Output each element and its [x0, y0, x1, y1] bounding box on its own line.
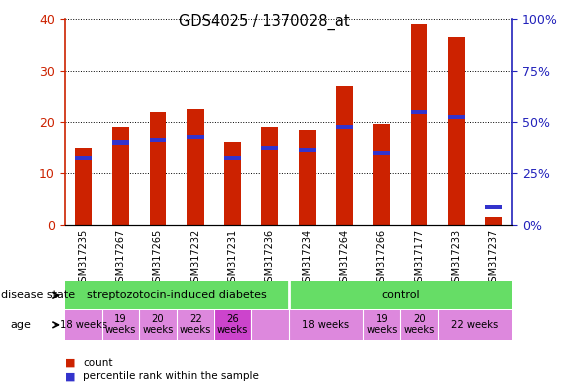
Text: ■: ■: [65, 358, 75, 368]
Text: 20
weeks: 20 weeks: [404, 314, 435, 335]
Bar: [150, 112, 167, 225]
Text: 18 weeks: 18 weeks: [60, 320, 107, 330]
Text: 18 weeks: 18 weeks: [302, 320, 350, 330]
Text: count: count: [83, 358, 113, 368]
Bar: [289, 310, 363, 340]
Text: GSM317231: GSM317231: [227, 229, 238, 288]
Text: 20
weeks: 20 weeks: [142, 314, 173, 335]
Bar: [438, 310, 512, 340]
Bar: [373, 124, 390, 225]
Bar: [410, 109, 427, 114]
Bar: [187, 109, 204, 225]
Text: 22
weeks: 22 weeks: [180, 314, 211, 335]
Text: GSM317234: GSM317234: [302, 229, 312, 288]
Bar: [140, 310, 177, 340]
Bar: [400, 310, 438, 340]
Text: 19
weeks: 19 weeks: [366, 314, 397, 335]
Text: GSM317232: GSM317232: [190, 229, 200, 288]
Text: GSM317233: GSM317233: [452, 229, 462, 288]
Bar: [224, 142, 241, 225]
Bar: [299, 148, 316, 152]
Bar: [65, 310, 102, 340]
Text: GSM317177: GSM317177: [414, 229, 424, 288]
Bar: [251, 310, 288, 340]
Text: 19
weeks: 19 weeks: [105, 314, 136, 335]
Bar: [363, 310, 400, 340]
Text: GDS4025 / 1370028_at: GDS4025 / 1370028_at: [179, 13, 350, 30]
Text: GSM317266: GSM317266: [377, 229, 387, 288]
Text: percentile rank within the sample: percentile rank within the sample: [83, 371, 259, 381]
Bar: [448, 115, 465, 119]
Text: disease state: disease state: [1, 290, 75, 300]
Bar: [112, 127, 129, 225]
Bar: [214, 310, 251, 340]
Bar: [261, 127, 278, 225]
Bar: [75, 156, 92, 160]
Bar: [336, 125, 353, 129]
Bar: [373, 151, 390, 155]
Text: GSM317235: GSM317235: [78, 229, 88, 288]
Bar: [75, 147, 92, 225]
Bar: [261, 146, 278, 150]
Text: control: control: [381, 290, 420, 300]
Bar: [177, 310, 214, 340]
Text: age: age: [10, 320, 31, 330]
Text: GSM317265: GSM317265: [153, 229, 163, 288]
Text: GSM317267: GSM317267: [115, 229, 126, 288]
Bar: [112, 141, 129, 144]
Bar: [224, 156, 241, 160]
Text: streptozotocin-induced diabetes: streptozotocin-induced diabetes: [87, 290, 266, 300]
Bar: [102, 310, 139, 340]
Bar: [485, 217, 502, 225]
Text: 26
weeks: 26 weeks: [217, 314, 248, 335]
Bar: [485, 205, 502, 209]
Bar: [336, 86, 353, 225]
Bar: [289, 281, 512, 309]
Bar: [150, 138, 167, 142]
Text: GSM317264: GSM317264: [339, 229, 350, 288]
Bar: [299, 130, 316, 225]
Text: 22 weeks: 22 weeks: [452, 320, 499, 330]
Bar: [448, 37, 465, 225]
Bar: [410, 24, 427, 225]
Text: GSM317236: GSM317236: [265, 229, 275, 288]
Text: ■: ■: [65, 371, 75, 381]
Text: GSM317237: GSM317237: [489, 229, 499, 288]
Bar: [65, 281, 289, 309]
Bar: [187, 135, 204, 139]
